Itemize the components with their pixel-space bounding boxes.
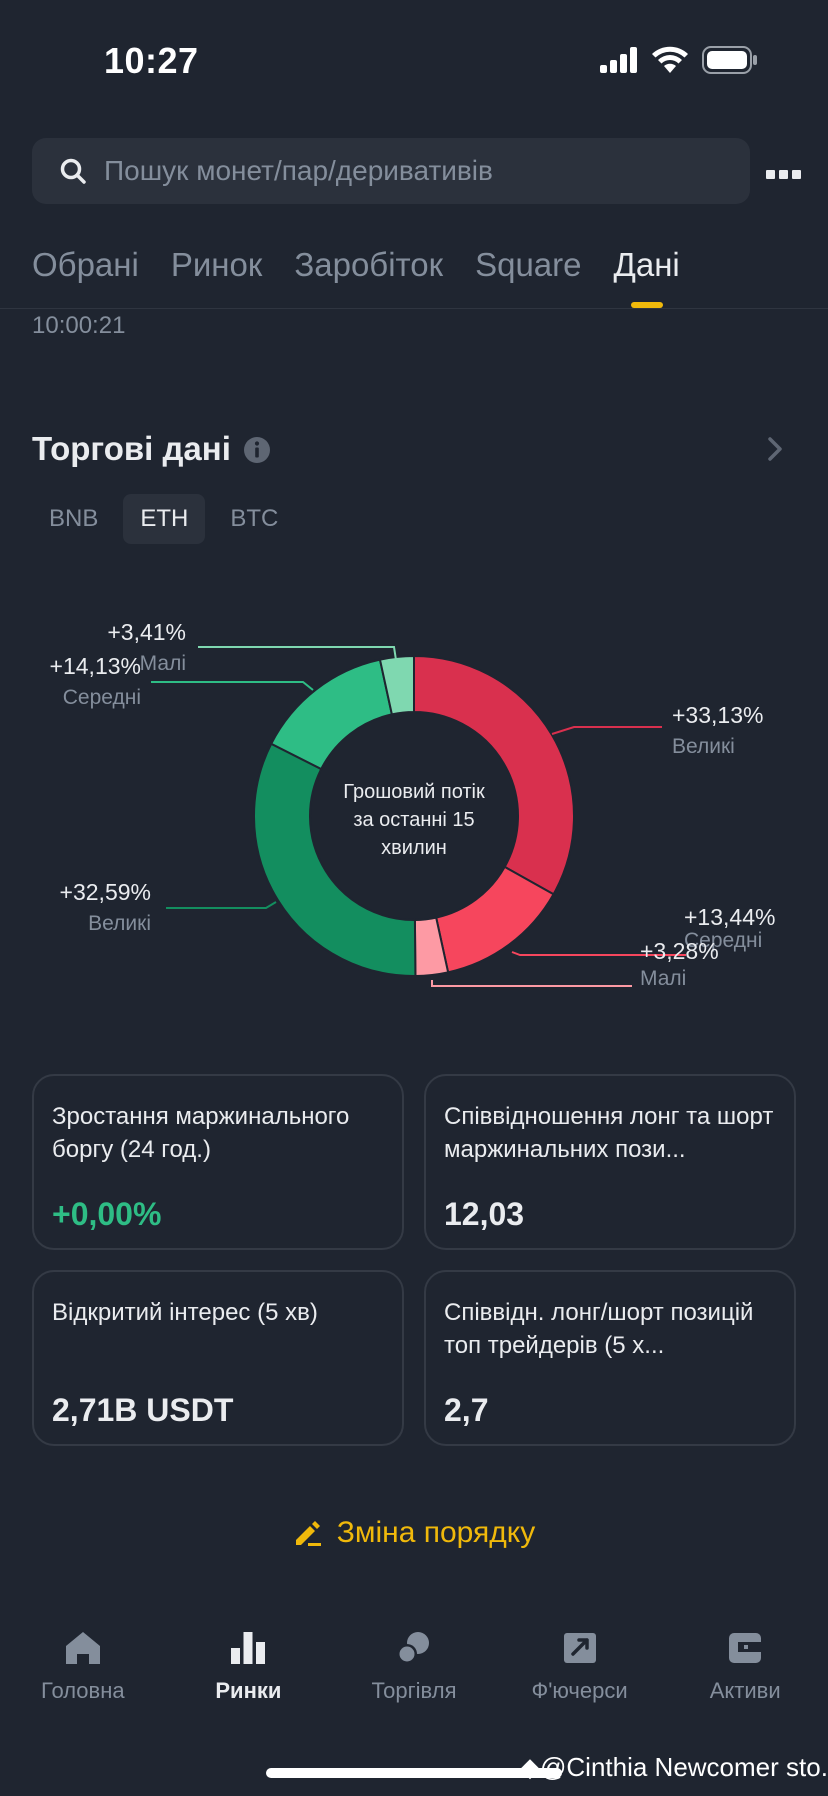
slice-label-medium-inflow: Середні (684, 929, 762, 952)
home-icon (65, 1632, 100, 1664)
futures-icon (563, 1633, 596, 1663)
card-title: Співвідношення лонг та шорт маржинальних… (444, 1103, 774, 1163)
slice-value-small-inflow: +3,28% (640, 938, 719, 964)
margin-debt-growth-card[interactable]: Зростання маржинального боргу (24 год.) … (32, 1074, 404, 1250)
donut-slice-medium-outflow (269, 658, 394, 771)
wallet-icon (729, 1633, 762, 1663)
card-title: Співвідн. лонг/шорт позицій топ трейдері… (444, 1299, 754, 1359)
coin-tabs: BNB ETH BTC (32, 494, 295, 544)
tab-favorites[interactable]: Обрані (32, 246, 139, 283)
nav-assets[interactable]: Активи (662, 1630, 828, 1704)
open-interest-card[interactable]: Відкритий інтерес (5 хв) 2,71B USDT (32, 1270, 404, 1446)
leader-line-small-inflow (431, 980, 632, 987)
search-input[interactable]: Пошук монет/пар/деривативів (32, 138, 750, 204)
chart-center-line-1: Грошовий потік (343, 781, 485, 803)
money-flow-chart: Грошовий потік за останні 15 хвилин +33,… (50, 619, 776, 990)
battery-icon (702, 46, 757, 74)
donut-slices (253, 654, 575, 978)
top-traders-long-short-card[interactable]: Співвідн. лонг/шорт позицій топ трейдері… (424, 1270, 796, 1446)
watermark: ◆@Cinthia Newcomer sto... (520, 1752, 828, 1782)
leader-line-large-inflow (551, 726, 662, 735)
trade-icon (396, 1632, 429, 1664)
slice-label-small-outflow: Малі (140, 652, 186, 675)
nav-trade[interactable]: Торгівля (331, 1630, 497, 1704)
nav-label: Торгівля (371, 1678, 457, 1703)
top-tabs: Обрані Ринок Заробіток Square Дані (32, 246, 680, 284)
card-value: +0,00% (52, 1196, 162, 1232)
nav-futures[interactable]: Ф'ючерси (497, 1630, 663, 1704)
slice-value-large-outflow: +32,59% (60, 879, 151, 905)
more-options-button[interactable] (766, 152, 802, 182)
coin-tab-bnb[interactable]: BNB (49, 505, 99, 532)
card-value: 2,7 (444, 1392, 489, 1428)
slice-label-small-inflow: Малі (640, 967, 686, 990)
leader-line-medium-inflow (511, 951, 686, 956)
tab-data[interactable]: Дані (613, 246, 680, 283)
slice-label-large-inflow: Великі (672, 735, 735, 758)
nav-label: Активи (709, 1678, 781, 1703)
slice-value-medium-outflow: +14,13% (50, 653, 141, 679)
reorder-label: Зміна порядку (336, 1516, 536, 1549)
reorder-button[interactable]: Зміна порядку (0, 1516, 828, 1550)
coin-tab-btc[interactable]: BTC (230, 505, 279, 532)
cellular-signal-icon (600, 47, 637, 73)
tab-square[interactable]: Square (475, 246, 582, 283)
slice-value-medium-inflow: +13,44% (684, 904, 775, 930)
leader-line-medium-outflow (151, 681, 314, 691)
section-title: Торгові дані (32, 430, 231, 467)
donut-slice-large-inflow (413, 654, 575, 896)
status-icons (600, 46, 758, 74)
nav-label: Ринки (215, 1678, 282, 1703)
info-icon[interactable] (243, 436, 271, 464)
card-value: 12,03 (444, 1196, 525, 1232)
tab-market[interactable]: Ринок (170, 246, 263, 283)
chart-center-line-3: хвилин (381, 837, 447, 859)
slice-value-small-outflow: +3,41% (107, 619, 186, 645)
card-value: 2,71B USDT (52, 1392, 234, 1428)
edit-icon (295, 1521, 321, 1546)
tabs-divider (0, 308, 828, 309)
slice-label-medium-outflow: Середні (63, 686, 141, 709)
nav-home[interactable]: Головна (0, 1630, 166, 1704)
tab-earn[interactable]: Заробіток (294, 246, 444, 283)
margin-long-short-ratio-card[interactable]: Співвідношення лонг та шорт маржинальних… (424, 1074, 796, 1250)
slice-value-large-inflow: +33,13% (672, 702, 763, 728)
nav-label: Ф'ючерси (531, 1678, 628, 1703)
markets-icon (231, 1632, 266, 1664)
timestamp: 10:00:21 (32, 312, 126, 339)
nav-label: Головна (41, 1678, 125, 1703)
donut-slice-small-outflow (378, 654, 415, 716)
slice-label-large-outflow: Великі (88, 912, 151, 935)
search-icon (60, 158, 86, 184)
bottom-nav: Головна Ринки Торгівля Ф'ючерси Активи (0, 1630, 828, 1704)
leader-line-small-outflow (198, 646, 397, 661)
more-icon (766, 170, 801, 179)
wifi-icon (652, 46, 688, 73)
leader-lines (151, 646, 686, 987)
status-time: 10:27 (104, 40, 199, 81)
card-title: Відкритий інтерес (5 хв) (52, 1299, 318, 1326)
chart-center-line-2: за останні 15 (353, 809, 474, 831)
nav-markets[interactable]: Ринки (166, 1630, 332, 1704)
home-indicator (266, 1768, 562, 1778)
card-title: Зростання маржинального боргу (24 год.) (52, 1103, 350, 1163)
coin-tab-eth[interactable]: ETH (123, 494, 206, 544)
chevron-right-icon[interactable] (766, 436, 784, 462)
search-placeholder: Пошук монет/пар/деривативів (104, 155, 493, 186)
donut-slice-large-outflow (253, 742, 417, 977)
leader-line-large-outflow (166, 901, 277, 909)
